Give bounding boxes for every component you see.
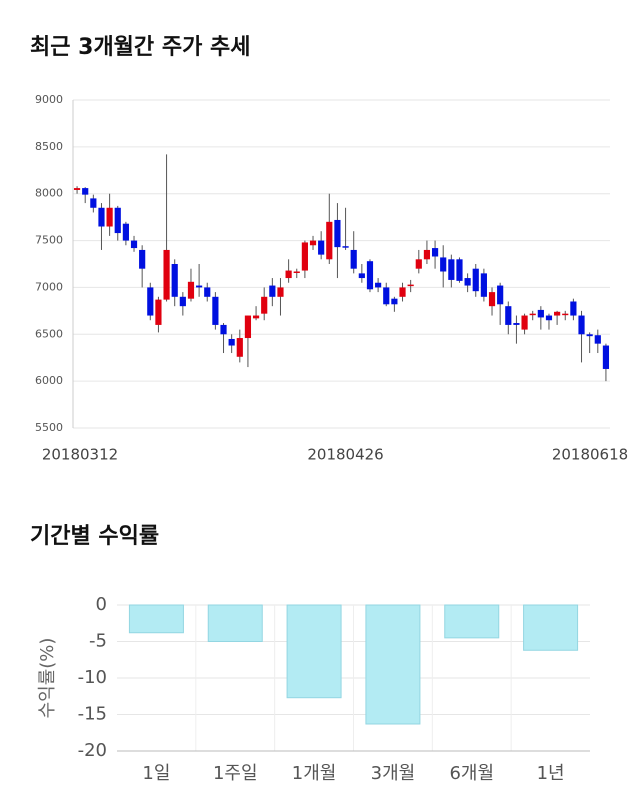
bar: [128, 604, 184, 634]
candle-body: [285, 270, 292, 279]
y-tick-label: -5: [89, 631, 107, 652]
x-tick-label: 1년: [537, 763, 565, 784]
candle-body: [171, 264, 178, 297]
chart-title: 기간별 수익률: [30, 524, 159, 549]
candle-body: [399, 287, 406, 297]
y-tick-label: -20: [78, 740, 107, 761]
candle-body: [342, 246, 349, 248]
bar: [207, 604, 263, 642]
candle-body: [431, 248, 439, 257]
y-tick-label: 7500: [35, 234, 63, 247]
x-tick-label: 20180426: [307, 446, 383, 464]
bar: [444, 604, 500, 639]
x-tick-label: 6개월: [449, 763, 494, 784]
candle-body: [562, 313, 569, 316]
bar: [365, 604, 421, 725]
candle-body: [513, 323, 520, 325]
candle-body: [326, 221, 333, 260]
candle-body: [106, 207, 113, 227]
candle-body: [350, 249, 357, 269]
candle-body: [497, 285, 504, 305]
candle-body: [375, 282, 382, 288]
candle-body: [122, 223, 129, 241]
candle-body: [204, 287, 211, 297]
y-tick-label: 6500: [35, 327, 63, 340]
candle-body: [440, 257, 447, 272]
candle-body: [358, 273, 365, 279]
candle-body: [391, 298, 398, 305]
candle-body: [472, 268, 479, 292]
y-tick-label: -10: [78, 667, 107, 688]
candle-body: [488, 292, 496, 307]
x-tick-label: 20180618: [552, 446, 628, 464]
candle-body: [114, 207, 121, 234]
chart-title: 최근 3개월간 주가 추세: [30, 35, 250, 60]
candle-body: [529, 313, 536, 316]
candle-body: [228, 338, 235, 346]
candle-body: [187, 281, 195, 299]
candle-body: [456, 259, 463, 281]
candle-body: [147, 287, 154, 316]
y-tick-label: 8000: [35, 187, 63, 200]
candle-body: [545, 315, 553, 321]
candle-body: [554, 311, 561, 316]
candle-body: [594, 335, 601, 344]
candle-body: [293, 271, 300, 273]
x-tick-label: 1개월: [292, 763, 337, 784]
candle-body: [423, 249, 431, 260]
x-tick-label: 1주일: [213, 763, 258, 784]
candle-body: [179, 296, 186, 307]
candle-body: [139, 249, 146, 269]
candle-body: [334, 219, 341, 248]
bar: [286, 604, 342, 699]
candle-body: [415, 259, 422, 269]
candle-body: [98, 207, 105, 227]
candle-body: [212, 296, 219, 325]
candle-body: [82, 188, 89, 195]
candle-body: [252, 315, 260, 319]
x-tick-label: 1일: [142, 763, 170, 784]
candle-body: [236, 338, 243, 357]
y-tick-label: 9000: [35, 93, 63, 106]
candle-body: [602, 345, 610, 369]
candle-body: [301, 242, 308, 271]
candle-body: [570, 301, 577, 316]
candle-body: [73, 188, 81, 190]
bar: [523, 604, 579, 651]
candle-body: [537, 309, 544, 318]
candle-body: [90, 198, 97, 208]
y-axis-label: 수익률(%): [37, 638, 58, 719]
candle-body: [196, 285, 203, 288]
y-tick-label: 6000: [35, 374, 63, 387]
y-tick-label: -15: [78, 704, 107, 725]
candle-body: [155, 299, 162, 325]
y-tick-label: 5500: [35, 421, 63, 434]
candle-body: [318, 240, 325, 255]
candle-body: [521, 315, 528, 330]
candle-body: [586, 334, 593, 337]
candle-body: [383, 287, 390, 305]
candle-body: [163, 249, 170, 300]
candle-body: [309, 240, 317, 246]
candle-body: [261, 296, 268, 314]
candle-body: [505, 306, 512, 325]
y-tick-label: 7000: [35, 280, 63, 293]
candle-body: [366, 261, 374, 290]
candle-body: [130, 240, 138, 249]
candle-body: [578, 315, 585, 335]
y-tick-label: 0: [96, 594, 107, 615]
candle-body: [220, 324, 227, 335]
x-tick-label: 3개월: [371, 763, 416, 784]
candle-body: [448, 259, 455, 280]
candle-body: [407, 284, 414, 287]
candle-body: [480, 273, 487, 297]
candle-body: [269, 285, 276, 297]
x-tick-label: 20180312: [42, 446, 118, 464]
candle-body: [277, 287, 284, 297]
y-tick-label: 8500: [35, 140, 63, 153]
candle-body: [464, 278, 471, 286]
candle-body: [244, 315, 252, 339]
